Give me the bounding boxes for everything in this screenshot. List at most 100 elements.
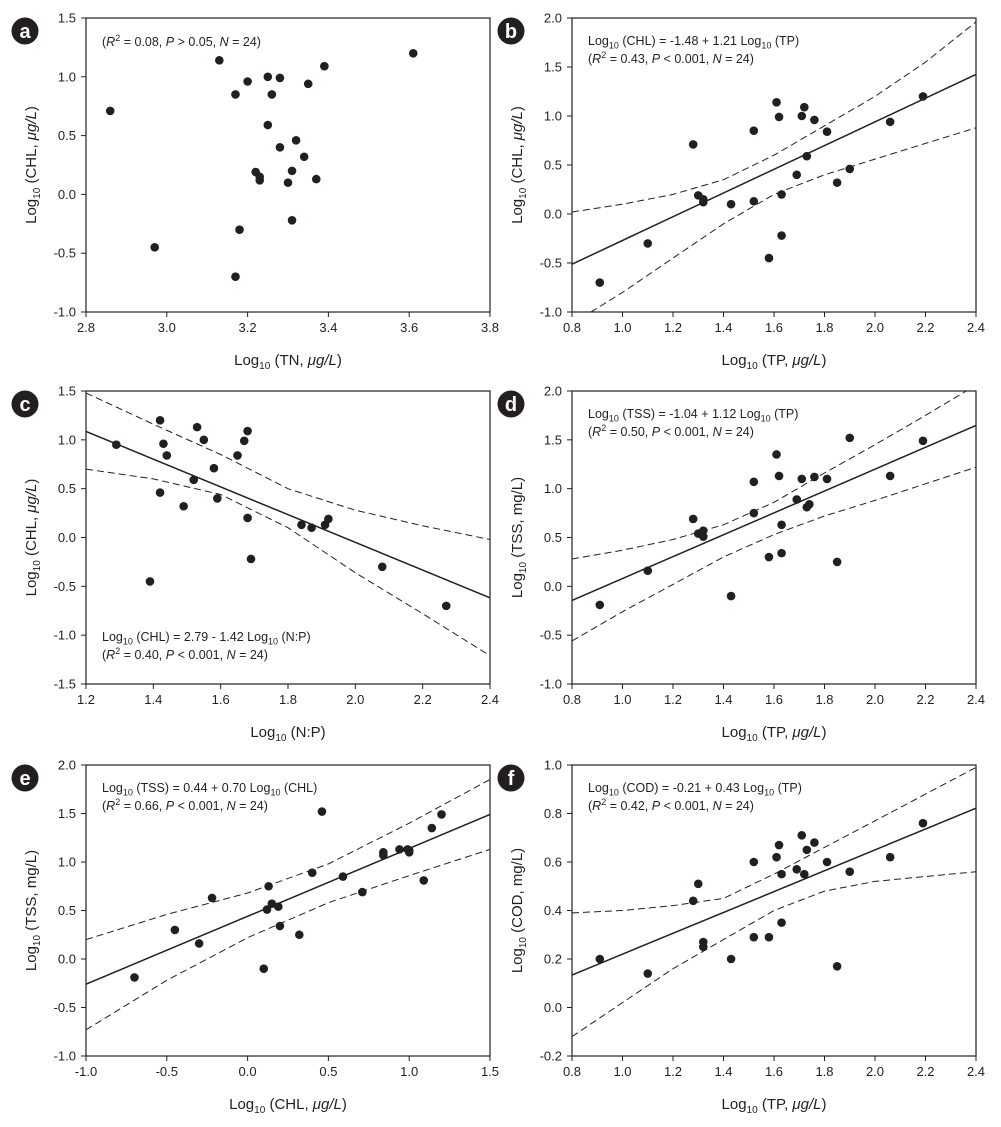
- y-tick-label: -0.5: [54, 1000, 76, 1015]
- data-point: [243, 513, 252, 523]
- data-point: [643, 239, 653, 248]
- data-point: [688, 514, 698, 524]
- data-point: [395, 845, 404, 854]
- data-point: [192, 422, 202, 432]
- y-tick-label: 1.5: [58, 806, 76, 821]
- x-tick-label: 2.2: [916, 692, 934, 707]
- x-tick-label: 2.0: [866, 320, 884, 335]
- data-point: [726, 199, 736, 209]
- data-point: [246, 554, 256, 564]
- data-point: [749, 477, 759, 487]
- regression-stats: (R2 = 0.08, P > 0.05, N = 24): [102, 33, 261, 49]
- x-tick-label: -0.5: [156, 1064, 178, 1079]
- x-tick-label: 1.0: [400, 1064, 418, 1079]
- panel-letter: f: [508, 768, 515, 790]
- data-point: [777, 190, 786, 199]
- data-point: [275, 143, 285, 152]
- x-tick-label: 1.6: [765, 1064, 783, 1079]
- x-tick-label: 3.4: [319, 320, 337, 335]
- data-point: [800, 869, 809, 879]
- panel-badge: [11, 764, 39, 792]
- x-axis-label: Log10 (N:P): [250, 724, 325, 744]
- data-point: [777, 548, 786, 558]
- data-point: [179, 501, 188, 511]
- data-point: [777, 918, 786, 927]
- y-tick-label: 0.5: [544, 530, 562, 545]
- data-point: [595, 954, 605, 964]
- data-point: [764, 552, 774, 562]
- data-point: [749, 126, 759, 135]
- y-tick-label: 0.4: [544, 903, 562, 918]
- x-tick-label: 2.4: [967, 1064, 985, 1079]
- y-tick-label: 1.0: [58, 855, 76, 870]
- data-point: [105, 106, 115, 116]
- data-point: [774, 112, 784, 122]
- data-point: [297, 520, 306, 530]
- data-point: [231, 90, 240, 99]
- data-point: [275, 921, 285, 931]
- confidence-band-lower: [572, 871, 976, 1038]
- x-tick-label: 1.0: [613, 320, 631, 335]
- data-point: [263, 72, 273, 82]
- data-point: [777, 869, 786, 879]
- regression-equation: Log10 (TSS) = 0.44 + 0.70 Log10 (CHL): [102, 781, 317, 798]
- data-point: [419, 876, 429, 885]
- data-point: [772, 97, 781, 107]
- data-point: [774, 840, 784, 850]
- x-tick-label: 1.4: [714, 320, 732, 335]
- data-point: [643, 566, 653, 576]
- y-tick-label: 1.5: [58, 384, 76, 399]
- data-point: [287, 215, 297, 225]
- data-point: [207, 893, 217, 903]
- data-point: [243, 77, 252, 86]
- data-point: [832, 557, 842, 567]
- data-point: [275, 73, 285, 83]
- y-tick-label: 1.0: [544, 758, 562, 773]
- y-tick-label: 0.6: [544, 855, 562, 870]
- data-point: [885, 852, 895, 862]
- data-point: [215, 56, 224, 65]
- x-tick-label: 2.2: [414, 692, 432, 707]
- data-point: [774, 471, 784, 481]
- data-point: [797, 831, 807, 840]
- x-tick-label: 2.2: [916, 1064, 934, 1079]
- data-point: [379, 850, 388, 860]
- y-tick-label: 1.5: [58, 11, 76, 26]
- y-tick-label: 0.5: [544, 158, 562, 173]
- y-tick-label: -0.5: [540, 628, 562, 643]
- data-point: [643, 969, 653, 978]
- data-point: [239, 436, 249, 446]
- data-point: [199, 435, 209, 445]
- data-point: [885, 117, 895, 127]
- x-tick-label: 2.4: [967, 320, 985, 335]
- confidence-band-upper: [86, 779, 490, 941]
- data-point: [162, 451, 172, 460]
- x-tick-label: -1.0: [75, 1064, 97, 1079]
- regression-stats: (R2 = 0.43, P < 0.001, N = 24): [588, 50, 754, 66]
- data-point: [324, 514, 333, 524]
- regression-line: [572, 73, 976, 265]
- panel-letter: b: [505, 21, 517, 43]
- data-point: [822, 474, 832, 484]
- data-point: [243, 426, 252, 436]
- x-tick-label: 1.6: [765, 320, 783, 335]
- data-point: [235, 225, 244, 234]
- regression-line: [572, 807, 976, 976]
- data-point: [338, 872, 348, 881]
- x-tick-label: 1.8: [815, 692, 833, 707]
- data-point: [595, 278, 605, 287]
- regression-equation: Log10 (CHL) = -1.48 + 1.21 Log10 (TP): [588, 34, 799, 51]
- y-tick-label: 1.0: [544, 109, 562, 124]
- y-tick-label: 0.5: [58, 481, 76, 496]
- x-tick-label: 1.8: [815, 1064, 833, 1079]
- data-point: [845, 164, 855, 174]
- regression-stats: (R2 = 0.66, P < 0.001, N = 24): [102, 797, 268, 813]
- plot-frame: [85, 17, 491, 313]
- data-point: [303, 79, 313, 89]
- y-tick-label: -0.5: [54, 246, 76, 261]
- regression-equation: Log10 (TSS) = -1.04 + 1.12 Log10 (TP): [588, 407, 798, 424]
- data-point: [800, 102, 809, 112]
- panel-badge: [11, 390, 39, 418]
- confidence-band-upper: [572, 21, 976, 213]
- y-tick-label: 2.0: [544, 11, 562, 26]
